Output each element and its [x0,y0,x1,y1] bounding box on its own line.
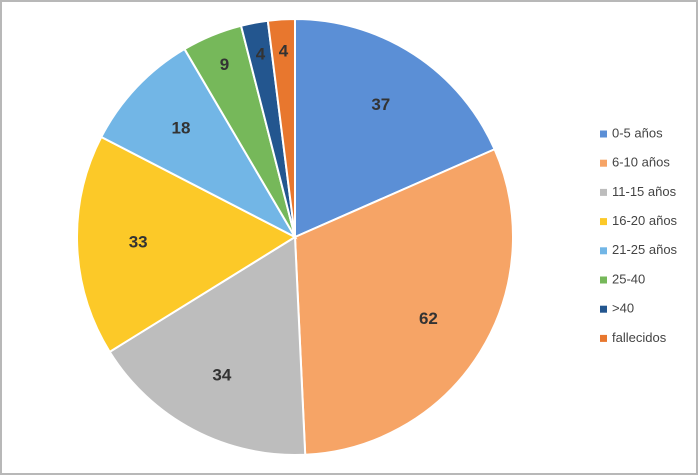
pie-slice [108,235,307,456]
legend-label: 6-10 años [612,155,670,170]
pie-slice [76,135,298,354]
legend-label: 0-5 años [612,125,663,140]
legend-swatch [600,247,607,255]
data-label: 9 [220,55,229,74]
legend-swatch [600,334,607,342]
legend-label: 25-40 [612,271,645,286]
data-label: 62 [419,309,438,328]
legend-swatch [600,159,607,167]
legend-label: 21-25 años [612,242,678,257]
legend-swatch [600,218,607,226]
legend-label: fallecidos [612,330,667,345]
data-label: 18 [172,119,191,138]
legend-label: >40 [612,301,634,316]
pie-slice [293,147,514,456]
legend-label: 11-15 años [612,184,677,199]
pie-slice [266,17,296,238]
legend-swatch [600,276,607,284]
legend-swatch [600,130,607,138]
legend-swatch [600,188,607,196]
pie-slice [99,47,298,240]
legend-swatch [600,305,607,313]
data-label: 33 [129,233,148,252]
data-label: 37 [371,95,390,114]
data-label: 4 [256,44,266,63]
legend-label: 16-20 años [612,213,678,228]
data-label: 34 [212,365,231,384]
data-label: 4 [279,42,289,61]
pie-slice [294,17,496,239]
